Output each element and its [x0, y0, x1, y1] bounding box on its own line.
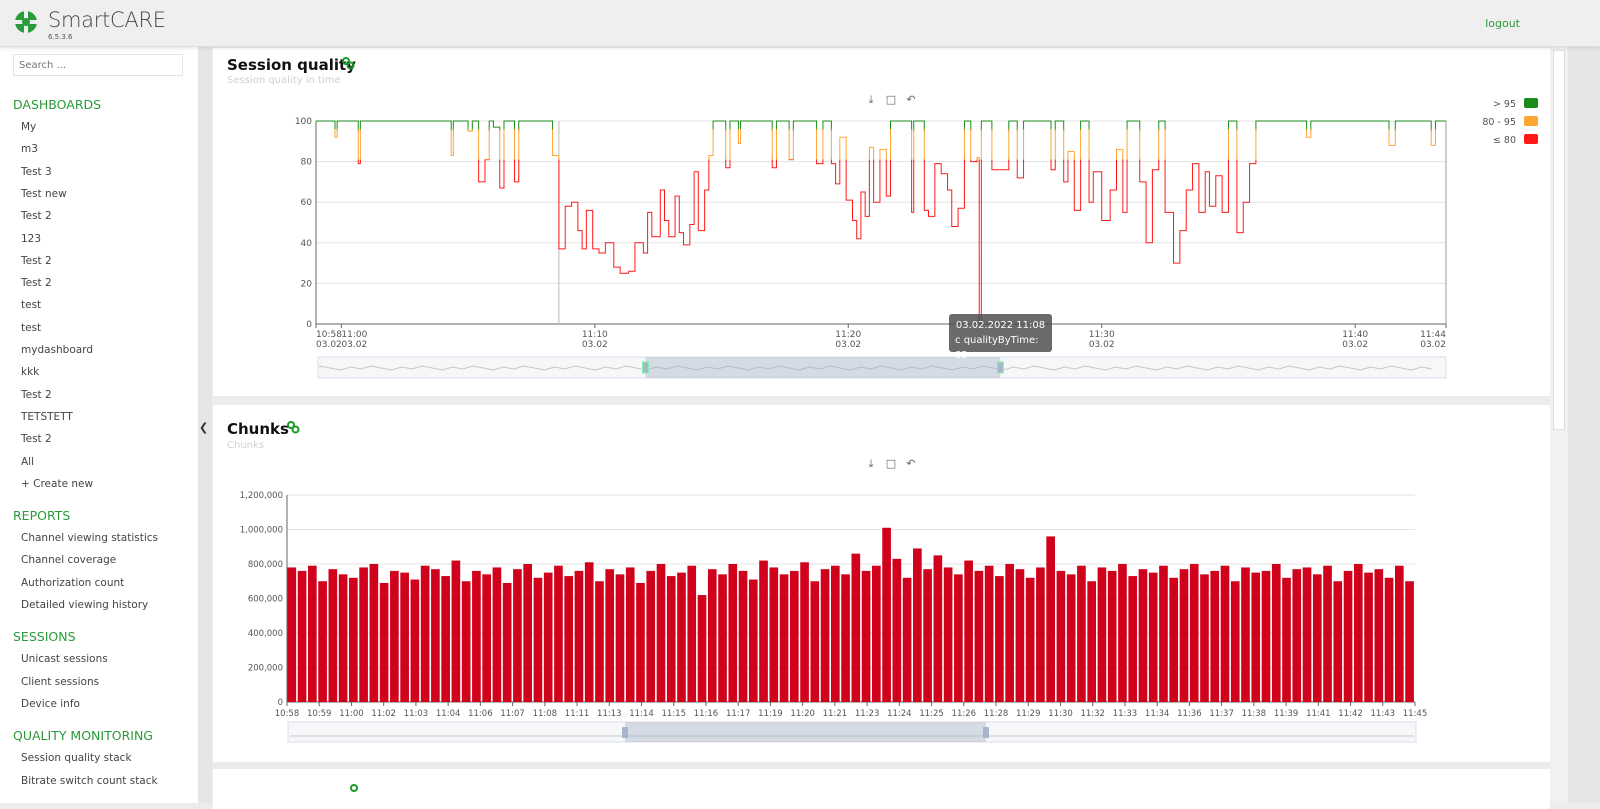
- sidebar-item[interactable]: test: [21, 299, 42, 312]
- sidebar-item[interactable]: test: [21, 321, 42, 334]
- link-icon[interactable]: [349, 783, 363, 797]
- zoom-reset-icon[interactable]: ↶: [906, 457, 916, 470]
- sidebar-item[interactable]: Test 2: [21, 277, 52, 290]
- chunks-panel: Chunks Chunks ⤓ □ ↶: [213, 405, 1550, 762]
- sidebar-item[interactable]: Device info: [21, 697, 80, 710]
- tooltip-series: c: [955, 335, 961, 346]
- zoom-select-icon[interactable]: □: [885, 93, 897, 106]
- sidebar-item[interactable]: TETSTETT: [21, 410, 73, 423]
- sidebar-item[interactable]: My: [21, 121, 37, 133]
- chart-tooltip: 03.02.2022 11:08 c qualityByTime: 82: [949, 314, 1052, 361]
- sidebar-item[interactable]: Bitrate switch count stack: [21, 774, 158, 787]
- tooltip-title: 03.02.2022 11:08: [955, 320, 1046, 331]
- logout-link[interactable]: logout: [1485, 17, 1520, 30]
- collapse-sidebar-chevron-icon[interactable]: ❮: [199, 421, 209, 434]
- brand-name: SmartCARE: [48, 8, 166, 32]
- sidebar-item[interactable]: All: [21, 455, 35, 468]
- sidebar-item[interactable]: Session quality stack: [21, 752, 132, 765]
- sidebar-item[interactable]: m3: [21, 143, 38, 156]
- smartcare-logo-icon: [15, 11, 37, 33]
- sidebar-item[interactable]: Channel coverage: [21, 554, 117, 567]
- right-margin: [1568, 47, 1600, 803]
- app-version: 6.5.3.6: [48, 33, 73, 41]
- sidebar-item[interactable]: Test 2: [21, 388, 52, 401]
- sidebar-item[interactable]: + Create new: [21, 477, 94, 490]
- app-header: SmartCARE 6.5.3.6 logout: [0, 0, 1600, 47]
- sidebar-search-input[interactable]: [13, 54, 183, 76]
- sidebar-gutter: [198, 47, 212, 803]
- link-icon[interactable]: [286, 420, 300, 434]
- sidebar-item[interactable]: Detailed viewing history: [21, 599, 149, 611]
- zoom-select-icon[interactable]: □: [885, 457, 897, 470]
- sidebar-item[interactable]: kkk: [21, 366, 40, 379]
- panel-subtitle: Session quality in time: [227, 75, 341, 86]
- panel-title: Chunks: [227, 420, 289, 438]
- sidebar-item[interactable]: Client sessions: [21, 675, 100, 688]
- zoom-reset-icon[interactable]: ↶: [906, 93, 916, 106]
- next-panel: [213, 769, 1550, 809]
- section-reports[interactable]: REPORTS: [13, 508, 71, 524]
- section-sessions[interactable]: SESSIONS: [13, 629, 76, 645]
- panel-title: Session quality: [227, 56, 356, 74]
- download-icon[interactable]: ⤓: [868, 93, 874, 106]
- sidebar-item[interactable]: Test 3: [21, 165, 52, 178]
- sidebar-item[interactable]: Test new: [21, 187, 67, 200]
- session-quality-panel: Session quality Session quality in time …: [213, 48, 1550, 396]
- sidebar-item[interactable]: Test 2: [21, 254, 52, 267]
- tooltip-value: qualityByTime: 82: [955, 335, 1039, 361]
- sidebar: DASHBOARDS My m3 Test 3 Test new Test 2 123 Tes…: [0, 47, 198, 803]
- sidebar-item[interactable]: Test 2: [21, 210, 52, 223]
- sidebar-item[interactable]: Test 2: [21, 433, 52, 446]
- sidebar-item[interactable]: Authorization count: [21, 576, 125, 589]
- sidebar-item[interactable]: 123: [21, 232, 42, 245]
- link-icon[interactable]: [341, 56, 355, 70]
- sidebar-item[interactable]: Unicast sessions: [21, 653, 108, 666]
- section-quality-monitoring[interactable]: QUALITY MONITORING: [13, 728, 153, 744]
- download-icon[interactable]: ⤓: [868, 457, 874, 470]
- sidebar-item[interactable]: mydashboard: [21, 344, 93, 356]
- section-dashboards[interactable]: DASHBOARDS: [13, 97, 102, 112]
- sidebar-item[interactable]: Channel viewing statistics: [21, 532, 159, 545]
- panel-subtitle: Chunks: [227, 440, 264, 451]
- page-scrollbar-thumb[interactable]: [1553, 50, 1565, 430]
